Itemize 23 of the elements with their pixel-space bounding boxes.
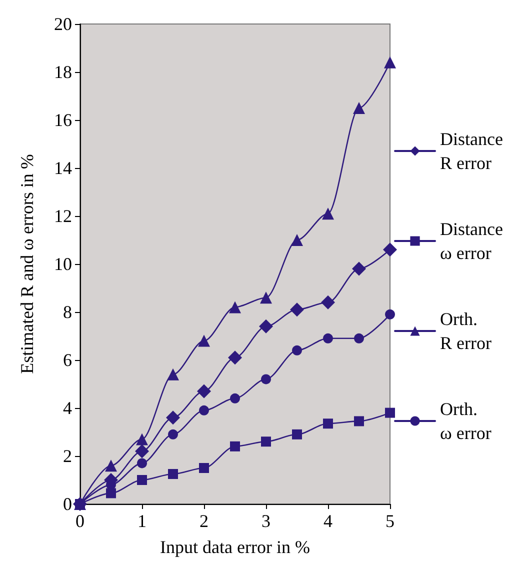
y-tick-label: 12 xyxy=(54,206,72,226)
y-tick-label: 6 xyxy=(63,350,72,370)
y-tick-label: 16 xyxy=(54,110,72,130)
x-axis-title: Input data error in % xyxy=(160,537,310,557)
x-tick-label: 1 xyxy=(138,511,146,531)
x-tick-label: 2 xyxy=(200,511,208,531)
x-tick-label: 4 xyxy=(324,511,332,531)
y-tick-label: 10 xyxy=(54,254,72,274)
x-tick-label: 3 xyxy=(262,511,270,531)
legend-label: Distance R error xyxy=(440,129,504,173)
x-tick-label: 5 xyxy=(386,511,394,531)
y-tick-label: 8 xyxy=(63,302,72,322)
y-tick-label: 4 xyxy=(63,398,72,418)
y-tick-label: 18 xyxy=(54,62,72,82)
y-axis-title: Estimated R and ω errors in % xyxy=(17,154,37,374)
x-tick-label: 0 xyxy=(76,511,84,531)
legend-label: Orth. ω error xyxy=(440,399,492,443)
y-tick-label: 2 xyxy=(63,446,72,466)
y-tick-label: 0 xyxy=(63,494,72,514)
y-tick-label: 20 xyxy=(54,14,72,34)
y-tick-label: 14 xyxy=(54,158,72,178)
legend-label: Orth. R error xyxy=(440,309,492,353)
legend-label: Distance ω error xyxy=(440,219,504,263)
